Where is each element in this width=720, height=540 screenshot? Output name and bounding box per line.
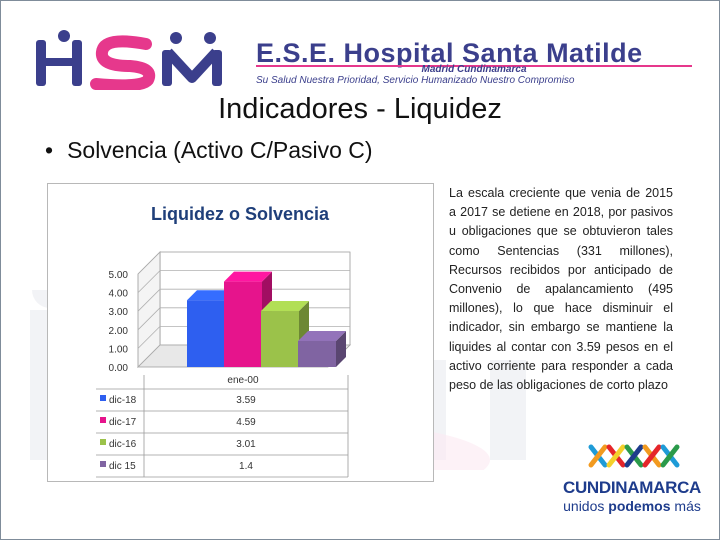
legend-series-name: dic-18 — [109, 395, 137, 406]
table-value-label: 3.01 — [236, 439, 256, 450]
bullet-mark: • — [45, 137, 54, 163]
hospital-motto: Su Salud Nuestra Prioridad, Servicio Hum… — [256, 75, 575, 86]
cundinamarca-name: CUNDINAMARCA — [562, 478, 702, 497]
chart-container: Liquidez o Solvencia 0.00 1.00 2.00 3.00 4.0… — [47, 183, 434, 482]
slogan-part-2: podemos — [608, 498, 671, 514]
bullet-text: Solvencia (Activo C/Pasivo C) — [67, 137, 373, 163]
cundinamarca-emblem-icon — [588, 444, 680, 468]
description-text: La escala creciente que venia de 2015 a … — [449, 186, 673, 393]
table-value-label: 3.59 — [236, 395, 256, 406]
bar-top — [298, 330, 346, 341]
gridline — [137, 270, 350, 293]
table-value-label: 4.59 — [236, 417, 256, 428]
legend-series-name: dic 15 — [109, 461, 136, 472]
y-tick-label: 4.00 — [109, 289, 129, 300]
y-tick-label: 3.00 — [109, 307, 129, 318]
header-divider — [256, 65, 692, 67]
bar-top — [261, 301, 309, 312]
bar-dic-15 — [298, 340, 336, 367]
y-tick-label: 1.00 — [109, 344, 129, 355]
y-tick-label: 0.00 — [109, 363, 129, 374]
y-tick-label: 5.00 — [109, 270, 129, 281]
legend-swatch — [100, 461, 106, 467]
bar-top — [224, 271, 272, 282]
hsm-logo-icon — [36, 30, 222, 90]
hospital-name: E.S.E. Hospital Santa Matilde — [256, 38, 643, 68]
bar-dic-18 — [187, 300, 225, 367]
legend-series-name: dic-16 — [109, 439, 137, 450]
table-value-label: 1.4 — [239, 461, 253, 472]
bullet-item: • Solvencia (Activo C/Pasivo C) — [45, 137, 373, 164]
slide-title: Indicadores - Liquidez — [218, 93, 502, 125]
legend-series-name: dic-17 — [109, 417, 137, 428]
bar-top — [187, 290, 235, 301]
y-tick-label: 2.00 — [109, 326, 129, 337]
liquidez-chart: Liquidez o Solvencia 0.00 1.00 2.00 3.00 4.0… — [96, 204, 351, 478]
gridline — [137, 288, 350, 312]
bar-dic-16 — [261, 311, 299, 367]
bar-side — [336, 330, 346, 367]
bar-dic-17 — [224, 281, 262, 367]
chart-title: Liquidez o Solvencia — [151, 204, 330, 224]
cundinamarca-slogan: unidos podemos más — [562, 498, 702, 514]
x-category-label: ene-00 — [227, 375, 259, 386]
legend-swatch — [100, 439, 106, 445]
hospital-location: Madrid Cundinamarca — [421, 64, 527, 75]
gridline — [137, 251, 350, 275]
slogan-part-3: más — [670, 498, 701, 514]
slogan-part-1: unidos — [563, 498, 609, 514]
legend-swatch — [100, 395, 106, 401]
legend-swatch — [100, 417, 106, 423]
